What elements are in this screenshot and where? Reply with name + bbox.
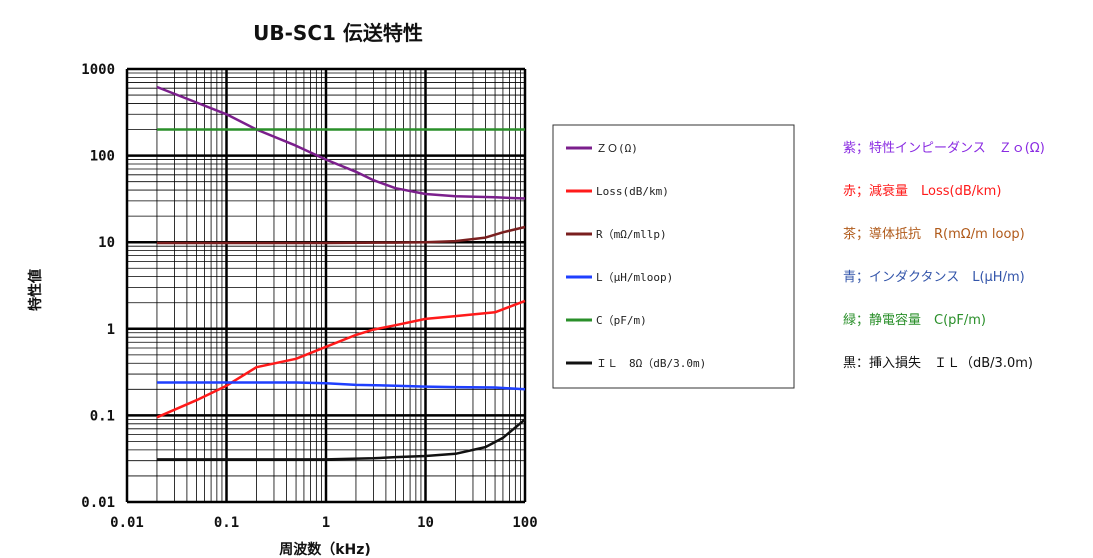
x-tick-label: 100 bbox=[512, 515, 537, 531]
x-tick-label: 0.01 bbox=[110, 515, 144, 531]
grid bbox=[125, 67, 527, 504]
series-line bbox=[157, 418, 526, 461]
legend-box bbox=[552, 124, 795, 389]
legend-label: R（mΩ/mllp) bbox=[596, 228, 667, 241]
legend-label: ＺＯ(Ω) bbox=[596, 142, 638, 155]
y-tick-label: 1 bbox=[107, 322, 115, 338]
y-tick-label: 100 bbox=[90, 149, 115, 165]
legend-label: L（μH/mloop) bbox=[596, 271, 673, 284]
x-axis-label: 周波数（kHz) bbox=[279, 541, 371, 558]
legend-label: C（pF/m) bbox=[596, 314, 647, 327]
x-tick-label: 0.1 bbox=[214, 515, 239, 531]
series-line bbox=[156, 85, 526, 200]
x-tick-label: 10 bbox=[417, 515, 434, 531]
note-line: 茶；導体抵抗 R(mΩ/m loop) bbox=[843, 227, 1025, 242]
series-lines bbox=[156, 85, 526, 461]
series-line bbox=[157, 225, 526, 245]
note-line: 黒：挿入損失 ＩＬ（dB/3.0m) bbox=[843, 356, 1033, 371]
y-tick-label: 0.01 bbox=[81, 495, 115, 511]
y-tick-label: 10 bbox=[98, 235, 115, 251]
note-line: 緑；静電容量 C(pF/m) bbox=[843, 313, 986, 328]
y-axis-label: 特性値 bbox=[27, 269, 44, 311]
chart-title: UB-SC1 伝送特性 bbox=[253, 21, 423, 45]
note-line: 紫；特性インピーダンス Ｚｏ(Ω) bbox=[843, 141, 1045, 156]
tick-labels: 0.01 0.1 1 10 100 0.01 0.1 1 10 100 1000 bbox=[81, 62, 537, 531]
y-tick-label: 1000 bbox=[81, 62, 115, 78]
legend: ＺＯ(Ω) Loss(dB/km) R（mΩ/mllp) L（μH/mloop) C（p… bbox=[566, 142, 706, 370]
note-line: 青；インダクタンス L(μH/m) bbox=[843, 270, 1025, 285]
note-line: 赤；減衰量 Loss(dB/km) bbox=[843, 184, 1002, 199]
y-tick-label: 0.1 bbox=[90, 408, 115, 424]
series-line bbox=[157, 381, 526, 391]
x-tick-label: 1 bbox=[322, 515, 330, 531]
legend-label: Loss(dB/km) bbox=[596, 185, 669, 198]
series-line bbox=[156, 299, 526, 419]
legend-label: ＩＬ 8Ω（dB/3.0m) bbox=[596, 357, 706, 370]
